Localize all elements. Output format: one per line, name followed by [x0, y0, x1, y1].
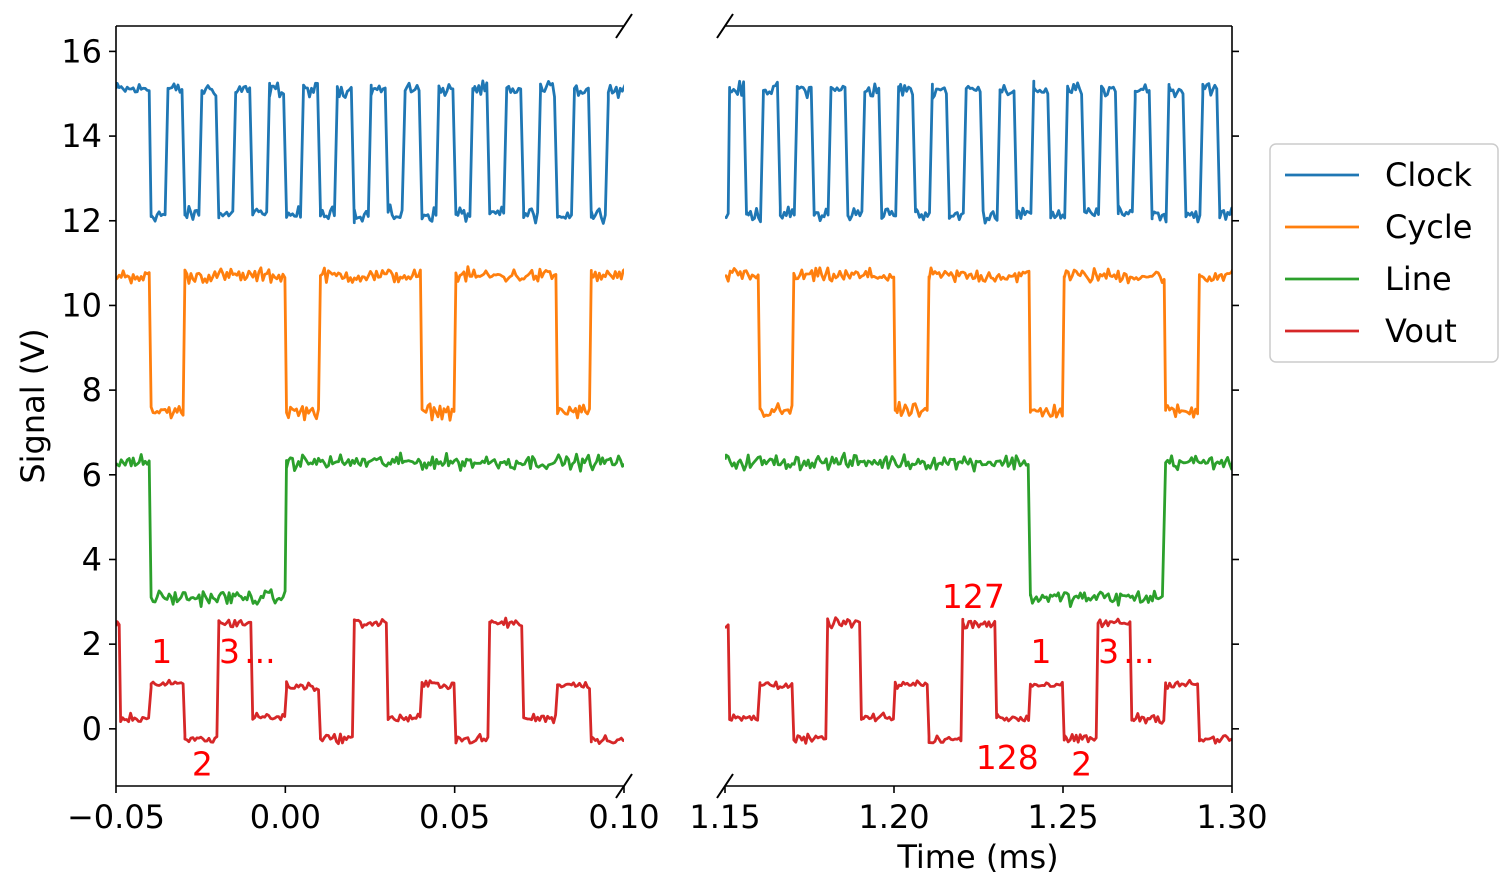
- y-axis-left: 0 2 4 6 8 10 12 14 16: [61, 32, 116, 748]
- legend-label-cycle: Cycle: [1385, 208, 1472, 246]
- x-tick-label-left-0: −0.05: [67, 798, 165, 836]
- legend-label-vout: Vout: [1385, 312, 1457, 350]
- x-tick-label-left-2: 0.05: [419, 798, 490, 836]
- y-tick-label-0: 0: [82, 710, 102, 748]
- x-tick-label-right-2: 1.25: [1027, 798, 1098, 836]
- annotation-label-7: 2: [1071, 744, 1092, 783]
- annotation-label-9: ...: [1123, 632, 1154, 671]
- series-line-cycle-left: [116, 265, 624, 422]
- right-panel-frame: [725, 25, 1233, 787]
- y-tick-label-10: 10: [61, 286, 102, 324]
- x-tick-label-right-3: 1.30: [1196, 798, 1267, 836]
- annotation-label-1: 2: [192, 744, 213, 783]
- y-tick-label-8: 8: [82, 371, 102, 409]
- break-mark-right-top: [716, 13, 734, 39]
- right-panel-series: [725, 79, 1232, 745]
- x-axis-title: Time (ms): [896, 838, 1058, 876]
- y-tick-label-6: 6: [82, 456, 102, 494]
- legend-entries: Clock Cycle Line Vout: [1285, 156, 1472, 350]
- vout-annotations: 1 2 3 ... 127 128 1 2 3...: [151, 577, 1155, 783]
- y-axis-title: Signal (V): [14, 328, 52, 483]
- annotation-label-6: 1: [1031, 632, 1052, 671]
- series-line-line-left: [116, 451, 624, 608]
- annotation-label-0: 1: [151, 632, 172, 671]
- legend-label-line: Line: [1385, 260, 1452, 298]
- y-tick-label-14: 14: [61, 117, 102, 155]
- series-line-cycle-right: [725, 266, 1232, 419]
- y-tick-label-2: 2: [82, 625, 102, 663]
- series-line-vout-right: [725, 616, 1232, 745]
- x-axis: −0.05 0.00 0.05 0.10 1.15 1.20 1.25 1.30: [67, 786, 1268, 836]
- annotation-label-5: 128: [976, 738, 1039, 777]
- y-tick-label-12: 12: [61, 202, 102, 240]
- legend-frame: [1269, 143, 1499, 363]
- series-line-line-right: [725, 451, 1232, 608]
- series-line-vout-left: [116, 616, 624, 746]
- x-tick-label-right-0: 1.15: [689, 798, 760, 836]
- left-panel-frame: [115, 25, 624, 787]
- series-line-clock-right: [725, 79, 1232, 225]
- legend: Clock Cycle Line Vout: [1269, 143, 1499, 363]
- y-tick-label-16: 16: [61, 32, 102, 70]
- annotation-label-3: ...: [244, 632, 275, 671]
- annotation-label-8: 3: [1098, 632, 1119, 671]
- break-mark-left-top: [615, 13, 633, 39]
- x-tick-label-left-1: 0.00: [250, 798, 321, 836]
- y-axis-right: [1232, 50, 1239, 730]
- left-panel-series: [116, 79, 624, 746]
- annotation-label-2: 3: [219, 632, 240, 671]
- y-tick-label-4: 4: [82, 540, 102, 578]
- x-tick-label-left-3: 0.10: [588, 798, 659, 836]
- x-tick-label-right-1: 1.20: [858, 798, 929, 836]
- legend-label-clock: Clock: [1385, 156, 1472, 194]
- annotation-label-4: 127: [942, 577, 1005, 616]
- series-line-clock-left: [116, 79, 624, 225]
